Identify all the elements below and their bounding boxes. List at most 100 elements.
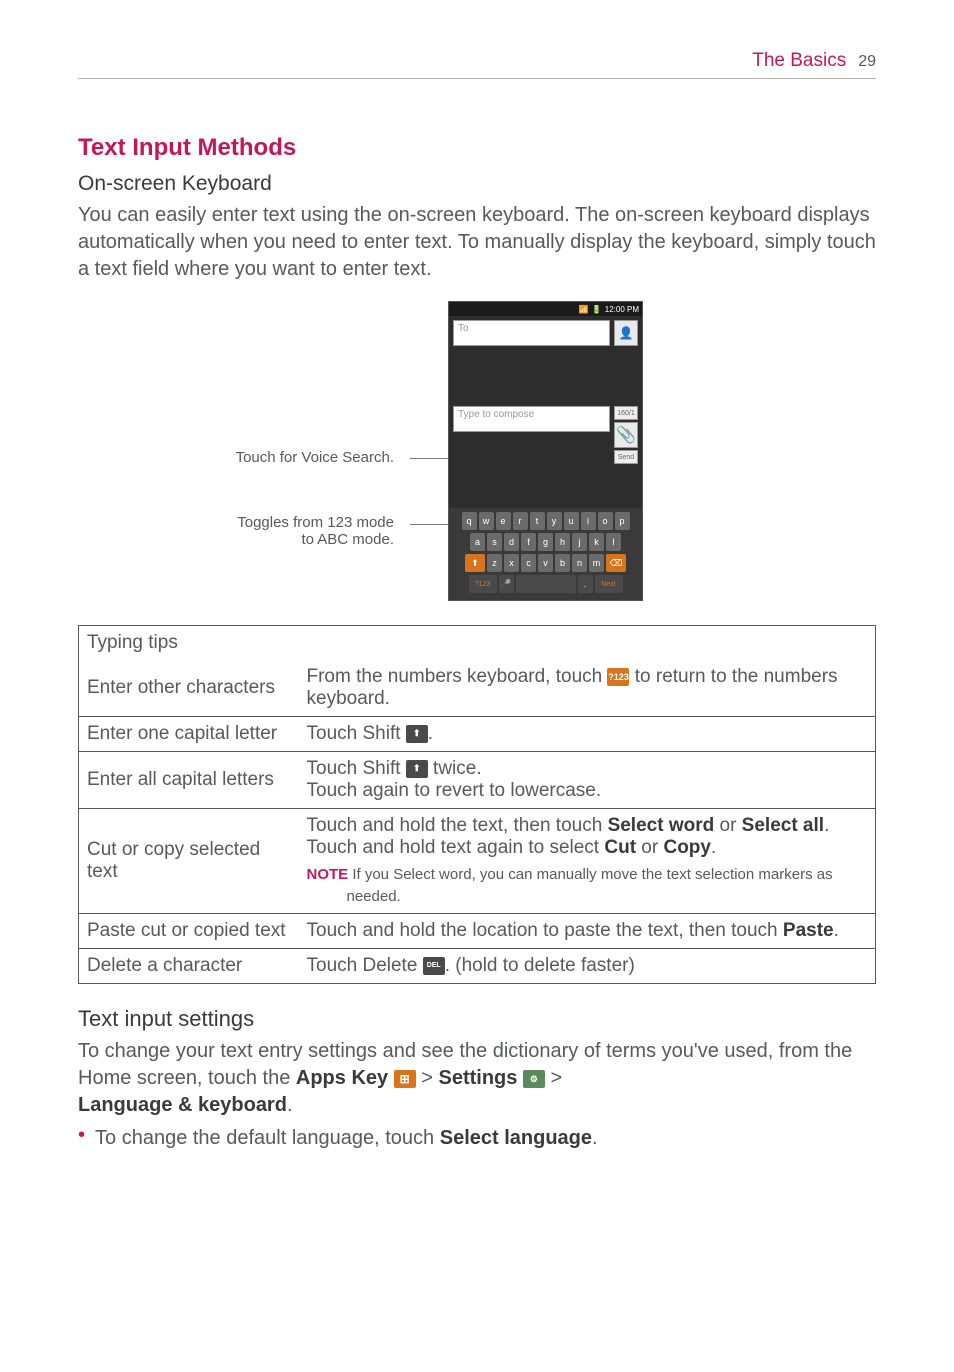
mode-icon: ?123 [607,668,629,686]
callout-voice: Touch for Voice Search. [78,449,408,466]
send-button[interactable]: Send [614,450,638,464]
to-field[interactable]: To [453,320,610,346]
key[interactable]: y [547,512,562,530]
tip-label: Enter one capital letter [79,717,299,752]
char-count: 160/1 [614,406,638,420]
contact-button[interactable]: 👤 [614,320,638,346]
figure-callouts: Touch for Voice Search. Toggles from 123… [78,301,408,548]
callout-line [410,524,448,525]
page-header: The Basics 29 [78,50,876,79]
battery-icon: 🔋 [592,305,602,314]
key[interactable]: d [504,533,519,551]
key[interactable]: n [572,554,587,572]
key[interactable]: l [606,533,621,551]
bullet-bold: Select language [440,1127,592,1149]
key[interactable]: u [564,512,579,530]
key[interactable]: 🎤 [499,575,514,593]
bullet-dot-icon: • [78,1125,85,1152]
key[interactable]: i [581,512,596,530]
key[interactable] [516,575,576,593]
tip-label: Enter other characters [79,660,299,717]
page-number: 29 [858,53,876,71]
key[interactable]: . [578,575,593,593]
bullet-item: • To change the default language, touch … [78,1125,876,1152]
key[interactable]: s [487,533,502,551]
key[interactable]: p [615,512,630,530]
section-name: The Basics [752,50,846,72]
bullet-b: . [592,1127,598,1149]
key[interactable]: x [504,554,519,572]
period: . [287,1094,293,1116]
table-row: Delete a characterTouch Delete DEL. (hol… [79,949,876,984]
bullet-text: To change the default language, touch Se… [95,1125,598,1152]
apps-icon: ⊞ [394,1070,416,1088]
apps-key-label: Apps Key [296,1067,388,1089]
status-bar: 📶 🔋 12:00 PM [449,302,642,316]
settings-paragraph: To change your text entry settings and s… [78,1038,876,1119]
status-time: 12:00 PM [605,305,639,314]
key[interactable]: g [538,533,553,551]
keyboard: qwertyuiop asdfghjkl ⬆zxcvbnm⌫ ?123🎤.Nex… [449,508,642,600]
key[interactable]: r [513,512,528,530]
key[interactable]: m [589,554,604,572]
attach-button[interactable]: 📎 [614,422,638,448]
compose-field[interactable]: Type to compose [453,406,610,432]
tip-content: Touch Shift ⬆ twice.Touch again to rever… [299,752,876,809]
tip-label: Delete a character [79,949,299,984]
tip-content: Touch and hold the location to paste the… [299,914,876,949]
key[interactable]: v [538,554,553,572]
key[interactable]: a [470,533,485,551]
key[interactable]: ⬆ [465,554,485,572]
tip-content: From the numbers keyboard, touch ?123 to… [299,660,876,717]
key[interactable]: q [462,512,477,530]
key[interactable]: b [555,554,570,572]
tip-label: Enter all capital letters [79,752,299,809]
key[interactable]: k [589,533,604,551]
key[interactable]: h [555,533,570,551]
key[interactable]: o [598,512,613,530]
tip-content: Touch Delete DEL. (hold to delete faster… [299,949,876,984]
tip-label: Cut or copy selected text [79,809,299,914]
page-title: Text Input Methods [78,134,876,162]
key[interactable]: c [521,554,536,572]
bullet-a: To change the default language, touch [95,1127,440,1149]
key[interactable]: f [521,533,536,551]
gt1: > [416,1067,439,1089]
tip-label: Paste cut or copied text [79,914,299,949]
intro-paragraph: You can easily enter text using the on-s… [78,202,876,283]
callout-toggle: Toggles from 123 mode to ABC mode. [78,514,408,548]
settings-label: Settings [439,1067,518,1089]
callout-toggle-l1: Toggles from 123 mode [237,514,394,531]
table-row: Enter other charactersFrom the numbers k… [79,660,876,717]
settings-icon: ⚙ [523,1070,545,1088]
key[interactable]: Next [595,575,623,593]
key[interactable]: e [496,512,511,530]
key[interactable]: t [530,512,545,530]
table-row: Enter all capital lettersTouch Shift ⬆ t… [79,752,876,809]
key[interactable]: ⌫ [606,554,626,572]
lang-kb-label: Language & keyboard [78,1094,287,1116]
key[interactable]: w [479,512,494,530]
callout-toggle-l2: to ABC mode. [301,531,394,548]
shift-icon: ⬆ [406,760,428,778]
tip-content: Touch Shift ⬆. [299,717,876,752]
tips-header: Typing tips [79,626,876,661]
compose-area: Type to compose 160/1 📎 Send [453,406,638,464]
figure: Touch for Voice Search. Toggles from 123… [78,301,876,601]
key[interactable]: z [487,554,502,572]
shift-icon: ⬆ [406,725,428,743]
tip-content: Touch and hold the text, then touch Sele… [299,809,876,914]
callout-line [410,458,448,459]
key[interactable]: j [572,533,587,551]
delete-icon: DEL [423,957,445,975]
key[interactable]: ?123 [469,575,497,593]
settings-heading: Text input settings [78,1006,876,1032]
to-row: To 👤 [453,320,638,346]
table-row: Enter one capital letterTouch Shift ⬆. [79,717,876,752]
table-row: Paste cut or copied textTouch and hold t… [79,914,876,949]
callout-voice-text: Touch for Voice Search. [236,449,394,466]
table-row: Cut or copy selected textTouch and hold … [79,809,876,914]
tips-table: Typing tips Enter other charactersFrom t… [78,625,876,984]
phone-mock: 📶 🔋 12:00 PM To 👤 Type to compose 160/1 … [448,301,643,601]
signal-icon: 📶 [579,305,589,314]
